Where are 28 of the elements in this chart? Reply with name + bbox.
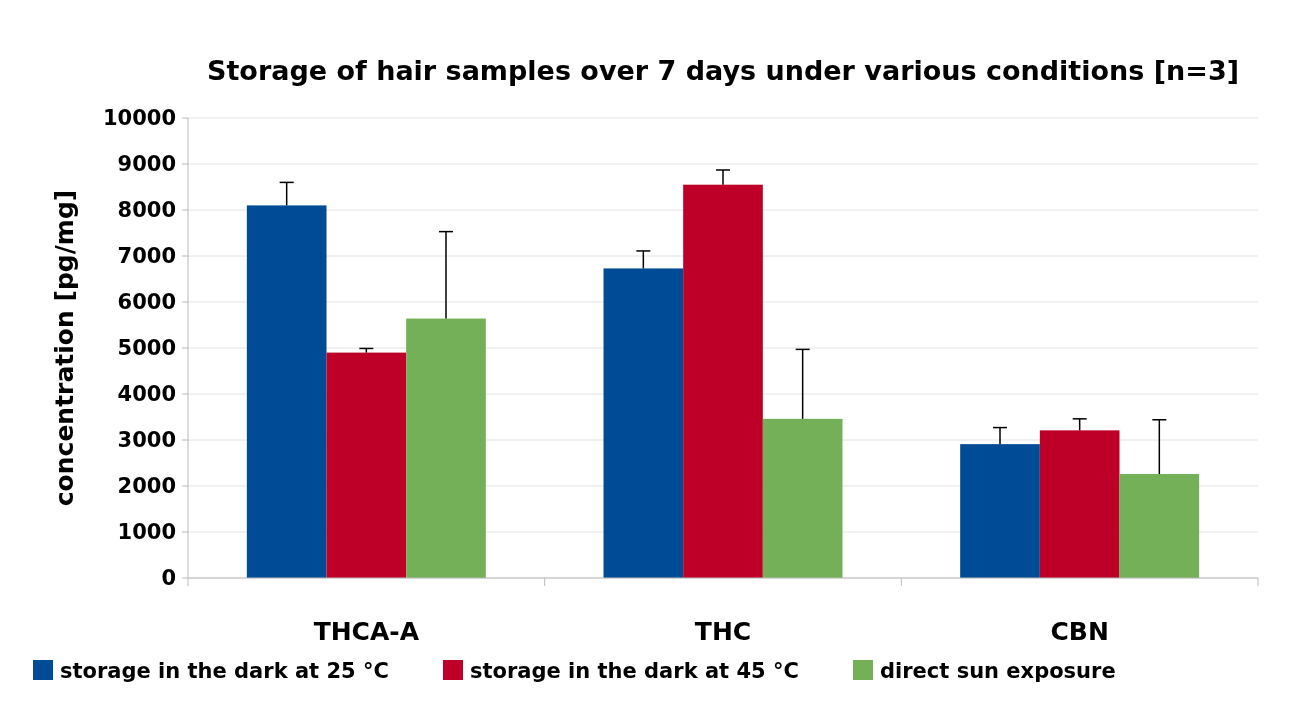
x-tick-label: THCA-A [313, 617, 420, 646]
x-tick-label: CBN [1050, 617, 1109, 646]
bar [1119, 474, 1200, 578]
legend-label: storage in the dark at 25 °C [60, 659, 389, 683]
bar [246, 205, 327, 578]
bar [683, 184, 763, 578]
y-tick-label: 8000 [117, 198, 176, 223]
y-tick-label: 3000 [117, 428, 176, 453]
bar [603, 268, 684, 578]
y-axis-title: concentration [pg/mg] [50, 189, 79, 507]
bar [326, 352, 407, 578]
y-tick-label: 4000 [117, 382, 176, 407]
bar [762, 418, 843, 578]
y-tick-label: 6000 [117, 290, 176, 315]
y-tick-label: 1000 [117, 520, 176, 545]
y-tick-label: 7000 [117, 244, 176, 269]
legend-label: direct sun exposure [880, 659, 1116, 683]
y-tick-label: 2000 [117, 474, 176, 499]
legend-label: storage in the dark at 45 °C [470, 659, 799, 683]
x-tick-label: THC [694, 617, 752, 646]
y-tick-label: 0 [161, 566, 176, 591]
y-tick-label: 9000 [117, 152, 176, 177]
y-tick-label: 10000 [102, 106, 176, 131]
bar [406, 318, 486, 578]
chart-title: Storage of hair samples over 7 days under various conditions [n=3] [206, 55, 1240, 86]
bar [1039, 430, 1120, 578]
y-tick-label: 5000 [117, 336, 176, 361]
bar [960, 444, 1040, 578]
